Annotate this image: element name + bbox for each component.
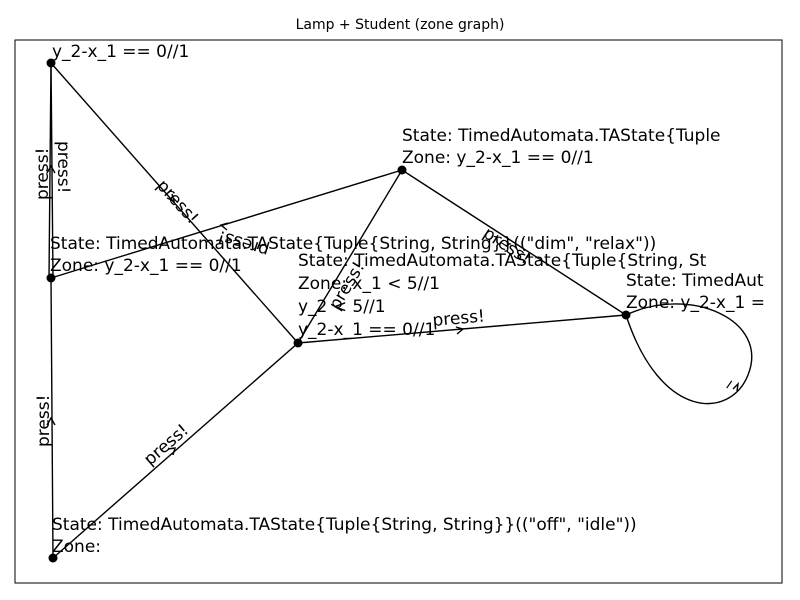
node-label-right: State: TimedAut Zone: y_2-x_1 = — [626, 271, 769, 313]
node-upper-right — [397, 165, 407, 175]
node-labels: y_2-x_1 == 0//1 State: TimedAutomata.TAS… — [50, 42, 769, 557]
node-center — [293, 338, 303, 348]
edges — [48, 62, 753, 559]
edge-top-left-to-center — [50, 62, 299, 344]
edge-upper-right-to-center — [297, 169, 403, 344]
node-right — [621, 310, 631, 320]
node-label-top-left: y_2-x_1 == 0//1 — [52, 42, 189, 62]
arrowheads — [46, 164, 739, 456]
arrowhead-press-diagonal — [166, 193, 176, 203]
node-left-middle — [46, 273, 56, 283]
node-label-line: Zone: x_1 < 5//1 — [298, 274, 440, 294]
edge-label-press-diagonal: press! — [152, 176, 202, 228]
node-label-left-middle: State: TimedAutomata.TAState{Tuple{Strin… — [50, 234, 662, 276]
node-label-upper-right: State: TimedAutomata.TAState{Tuple Zone:… — [402, 126, 726, 168]
figure-title: Lamp + Student (zone graph) — [296, 17, 505, 33]
node-label-line: Zone: y_2-x_1 == 0//1 — [50, 256, 242, 276]
edge-bottom-left-to-center — [52, 342, 299, 559]
node-label-line: y_2 < 5//1 — [298, 297, 386, 317]
edge-bottom-left-to-left-middle — [50, 277, 54, 559]
node-top-left — [46, 58, 56, 68]
node-label-line: State: TimedAutomata.TAState{Tuple{Strin… — [50, 234, 656, 254]
arrowhead-press-bottom-diagonal — [167, 447, 176, 456]
edge-top-left-to-left-middle-b — [50, 62, 54, 279]
node-label-line: y_2-x_1 == 0//1 — [298, 320, 435, 340]
node-label-line: y_2-x_1 == 0//1 — [52, 42, 189, 62]
node-label-line: State: TimedAut — [626, 271, 764, 291]
node-label-bottom-left: State: TimedAutomata.TAState{Tuple{Strin… — [52, 515, 642, 557]
edge-label-loop: _ — [711, 370, 733, 390]
arrowhead-press-left-lower — [46, 416, 56, 426]
nodes — [46, 58, 631, 563]
edge-label-press-center-right: press! — [432, 306, 486, 330]
node-label-line: State: TimedAutomata.TAState{Tuple{Strin… — [52, 515, 637, 535]
edge-label-press-left-upper-a: press! — [33, 148, 53, 200]
edge-right-self-loop — [625, 303, 753, 405]
arrowhead-loop — [732, 382, 739, 392]
edge-upper-right-to-right — [401, 169, 627, 316]
arrowhead-press-to-left-middle — [219, 222, 229, 231]
node-bottom-left — [48, 553, 58, 563]
node-label-center: State: TimedAutomata.TAState{Tuple{Strin… — [298, 251, 712, 340]
edge-label-press-bottom-diagonal: press! — [140, 420, 193, 469]
plot-frame — [14, 39, 783, 584]
node-label-line: Zone: y_2-x_1 == 0//1 — [402, 148, 594, 168]
arrowhead-press-center-right — [455, 326, 465, 335]
node-label-line: State: TimedAutomata.TAState{Tuple — [402, 126, 721, 146]
node-label-line: Zone: y_2-x_1 = — [626, 293, 765, 313]
edge-label-press-left-lower: press! — [34, 395, 54, 447]
edge-label-press-left-upper-b: press! — [53, 141, 73, 193]
node-label-line: State: TimedAutomata.TAState{Tuple{Strin… — [298, 251, 707, 271]
arrowhead-press-left-upper — [46, 164, 56, 174]
node-label-line: Zone: — [52, 537, 101, 557]
